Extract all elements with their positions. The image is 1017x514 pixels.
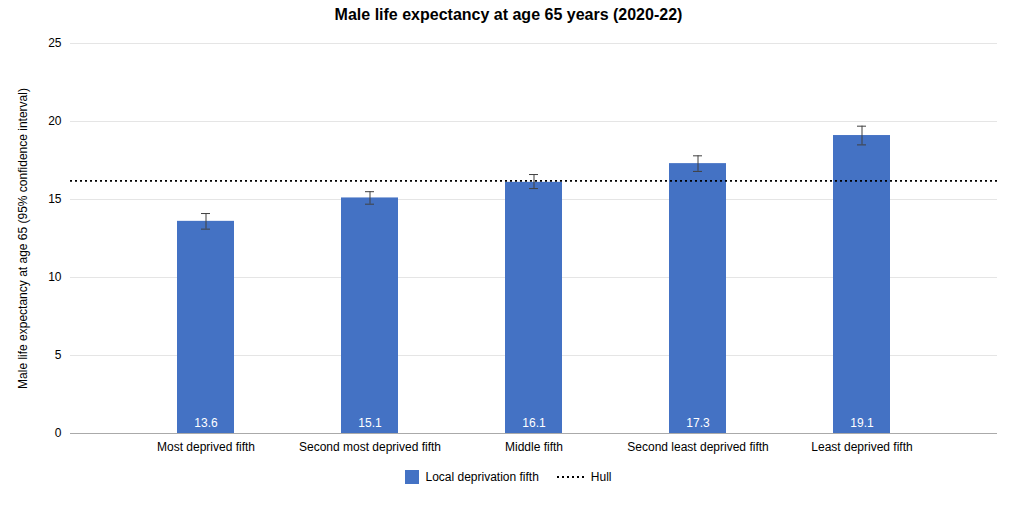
svg-text:20: 20 xyxy=(48,114,62,128)
svg-text:Middle fifth: Middle fifth xyxy=(505,440,563,454)
svg-text:13.6: 13.6 xyxy=(194,416,218,430)
svg-text:Second least deprived fifth: Second least deprived fifth xyxy=(627,440,768,454)
svg-text:10: 10 xyxy=(48,270,62,284)
html-text:Male life expectancy at age 65: Male life expectancy at age 65 years (20… xyxy=(334,6,683,23)
svg-text:17.3: 17.3 xyxy=(686,416,710,430)
svg-text:5: 5 xyxy=(55,348,62,362)
svg-text:25: 25 xyxy=(48,36,62,50)
html-text:Hull: Hull xyxy=(590,470,612,484)
html-text:Local deprivation fifth: Local deprivation fifth xyxy=(425,470,539,484)
svg-text:15.1: 15.1 xyxy=(358,416,382,430)
svg-text:Second most deprived fifth: Second most deprived fifth xyxy=(299,440,441,454)
svg-text:15: 15 xyxy=(48,192,62,206)
svg-text:Most deprived fifth: Most deprived fifth xyxy=(157,440,255,454)
svg-text:16.1: 16.1 xyxy=(522,416,546,430)
svg-text:Least deprived fifth: Least deprived fifth xyxy=(811,440,912,454)
svg-text:Male life expectancy at age 65: Male life expectancy at age 65 (95% conf… xyxy=(16,88,30,389)
svg-text:19.1: 19.1 xyxy=(850,416,874,430)
svg-text:0: 0 xyxy=(55,426,62,440)
